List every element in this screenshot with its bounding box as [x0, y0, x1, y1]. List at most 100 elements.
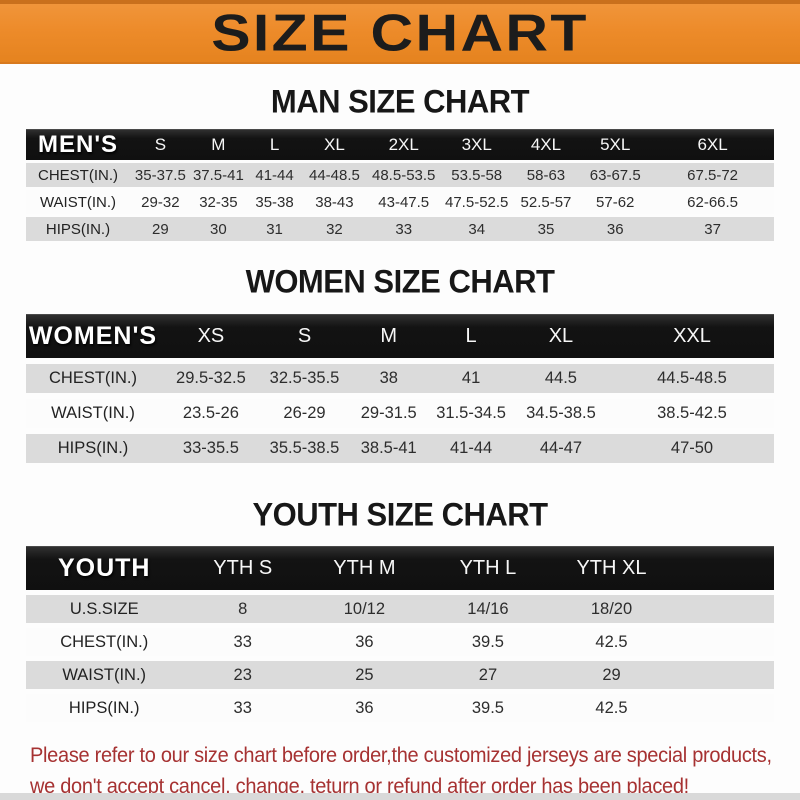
men-size-cell: 43-47.5 — [366, 190, 442, 214]
youth-row-label: CHEST(IN.) — [25, 628, 183, 656]
women-header-row: WOMEN'S XS S M L XL XXL — [25, 314, 775, 358]
women-size-cell: 29-31.5 — [347, 399, 430, 428]
men-table-row: WAIST(IN.) 29-32 32-35 35-38 38-43 43-47.5 47.… — [25, 190, 775, 214]
youth-size-cell: 10/12 — [302, 595, 427, 623]
youth-column-header: YTH M — [302, 546, 427, 590]
men-size-cell: 48.5-53.5 — [366, 163, 442, 187]
youth-row-label: U.S.SIZE — [25, 595, 183, 623]
section-men: MAN SIZE CHART MEN'S S M L XL 2XL 3XL 4XL 5XL 6XL C… — [0, 82, 800, 244]
youth-size-cell: 25 — [302, 661, 427, 689]
women-row-label: CHEST(IN.) — [25, 364, 161, 393]
women-column-header: XS — [160, 314, 262, 358]
youth-size-cell: 27 — [426, 661, 550, 689]
youth-column-header: YTH L — [426, 546, 550, 590]
section-youth: YOUTH SIZE CHART YOUTH YTH S YTH M YTH L YTH … — [0, 496, 800, 727]
youth-table-row: U.S.SIZE 8 10/12 14/16 18/20 — [25, 595, 775, 623]
women-size-cell: 47-50 — [609, 434, 775, 463]
women-size-cell: 26-29 — [261, 399, 348, 428]
youth-corner-label: YOUTH — [25, 546, 183, 590]
youth-column-header: YTH XL — [549, 546, 674, 590]
footer-note: Please refer to our size chart before or… — [0, 740, 800, 800]
youth-size-cell: 42.5 — [549, 628, 674, 656]
youth-header-row: YOUTH YTH S YTH M YTH L YTH XL — [25, 546, 775, 590]
men-size-cell: 30 — [190, 217, 247, 241]
youth-cell-filler — [673, 628, 775, 656]
men-size-cell: 58-63 — [512, 163, 580, 187]
women-corner-label: WOMEN'S — [25, 314, 161, 358]
women-row-label: HIPS(IN.) — [25, 434, 161, 463]
bottom-strip — [0, 793, 800, 800]
women-size-cell: 44-47 — [512, 434, 610, 463]
men-size-cell: 38-43 — [302, 190, 367, 214]
men-header-row: MEN'S S M L XL 2XL 3XL 4XL 5XL 6XL — [25, 129, 775, 160]
men-size-cell: 31 — [246, 217, 303, 241]
footer-line-2: we don't accept cancel, change, teturn o… — [30, 775, 689, 799]
youth-size-cell: 33 — [182, 694, 303, 722]
men-corner-label: MEN'S — [25, 129, 131, 160]
footer-line-1: Please refer to our size chart before or… — [30, 744, 772, 768]
youth-size-cell: 33 — [182, 628, 303, 656]
men-size-cell: 35-37.5 — [130, 163, 191, 187]
women-table-row: HIPS(IN.) 33-35.5 35.5-38.5 38.5-41 41-44 44-… — [25, 434, 775, 463]
men-column-header: 5XL — [579, 129, 651, 160]
youth-size-cell: 39.5 — [426, 628, 550, 656]
youth-size-cell: 36 — [302, 628, 427, 656]
women-size-table: WOMEN'S XS S M L XL XXL CHEST(IN.) 29.5-32.5 32.5… — [25, 308, 775, 469]
men-column-header: 4XL — [512, 129, 580, 160]
women-column-header: M — [347, 314, 430, 358]
women-size-cell: 31.5-34.5 — [429, 399, 513, 428]
men-size-cell: 29-32 — [130, 190, 191, 214]
women-size-cell: 33-35.5 — [160, 434, 262, 463]
men-size-cell: 57-62 — [579, 190, 651, 214]
youth-size-cell: 29 — [549, 661, 674, 689]
men-size-chart-heading: MAN SIZE CHART — [270, 82, 530, 121]
youth-size-cell: 42.5 — [549, 694, 674, 722]
youth-size-cell: 14/16 — [426, 595, 550, 623]
men-size-cell: 41-44 — [246, 163, 303, 187]
women-size-cell: 38 — [347, 364, 430, 393]
women-table-row: WAIST(IN.) 23.5-26 26-29 29-31.5 31.5-34.5 34… — [25, 399, 775, 428]
women-column-header: L — [429, 314, 513, 358]
youth-size-table: YOUTH YTH S YTH M YTH L YTH XL U.S.SIZE 8 10/12… — [25, 541, 775, 727]
men-column-header: L — [246, 129, 303, 160]
women-column-header: XXL — [609, 314, 775, 358]
women-column-header: XL — [512, 314, 610, 358]
youth-cell-filler — [673, 595, 775, 623]
men-size-cell: 67.5-72 — [650, 163, 775, 187]
men-size-cell: 35 — [512, 217, 580, 241]
youth-row-label: HIPS(IN.) — [25, 694, 183, 722]
youth-size-cell: 8 — [182, 595, 303, 623]
youth-size-cell: 36 — [302, 694, 427, 722]
men-size-cell: 44-48.5 — [302, 163, 367, 187]
men-size-cell: 35-38 — [246, 190, 303, 214]
men-size-cell: 32-35 — [190, 190, 247, 214]
women-size-cell: 23.5-26 — [160, 399, 262, 428]
youth-cell-filler — [673, 661, 775, 689]
men-column-header: S — [130, 129, 191, 160]
men-size-cell: 37 — [650, 217, 775, 241]
women-size-cell: 41 — [429, 364, 513, 393]
youth-size-cell: 39.5 — [426, 694, 550, 722]
youth-cell-filler — [673, 694, 775, 722]
banner: SIZE CHART — [0, 0, 800, 64]
men-size-cell: 63-67.5 — [579, 163, 651, 187]
men-row-label: HIPS(IN.) — [25, 217, 131, 241]
youth-table-row: WAIST(IN.) 23 25 27 29 — [25, 661, 775, 689]
men-size-cell: 32 — [302, 217, 367, 241]
men-size-cell: 34 — [441, 217, 513, 241]
men-table-row: HIPS(IN.) 29 30 31 32 33 34 35 36 37 — [25, 217, 775, 241]
men-size-cell: 47.5-52.5 — [441, 190, 513, 214]
section-women: WOMEN SIZE CHART WOMEN'S XS S M L XL XXL CHEST(I… — [0, 263, 800, 469]
men-column-header: XL — [302, 129, 367, 160]
men-table-row: CHEST(IN.) 35-37.5 37.5-41 41-44 44-48.5 48.5… — [25, 163, 775, 187]
women-column-header: S — [261, 314, 348, 358]
men-column-header: 3XL — [441, 129, 513, 160]
men-size-cell: 53.5-58 — [441, 163, 513, 187]
women-table-row: CHEST(IN.) 29.5-32.5 32.5-35.5 38 41 44.5 44.5… — [25, 364, 775, 393]
youth-table-row: HIPS(IN.) 33 36 39.5 42.5 — [25, 694, 775, 722]
women-size-cell: 38.5-41 — [347, 434, 430, 463]
youth-size-cell: 18/20 — [549, 595, 674, 623]
women-row-label: WAIST(IN.) — [25, 399, 161, 428]
banner-title: SIZE CHART — [211, 3, 589, 63]
